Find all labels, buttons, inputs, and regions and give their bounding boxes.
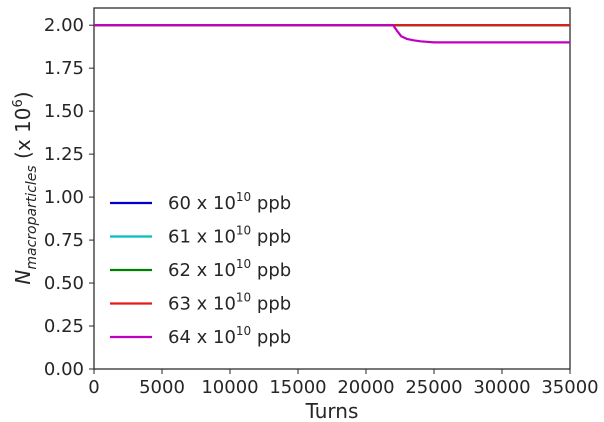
y-tick-label: 0.75 [44,230,84,251]
legend-label-2: 62 x 1010 ppb [168,257,291,281]
plot-area [93,7,571,370]
y-axis: 0.00 0.25 0.50 0.75 1.00 1.25 1.50 1.75 2.00 [44,15,94,380]
series-lines [94,24,570,44]
x-tick-label: 0 [88,377,99,398]
y-tick-label: 1.25 [44,144,84,165]
y-tick-label: 0.25 [44,316,84,337]
y-tick-label: 2.00 [44,15,84,36]
legend-label-4: 64 x 1010 ppb [168,324,291,348]
x-tick-label: 10000 [201,377,258,398]
x-tick-label: 25000 [405,377,462,398]
x-axis-label: Turns [305,399,359,422]
y-tick-label: 0.00 [44,359,84,380]
y-tick-label: 0.50 [44,273,84,294]
x-tick-label: 35000 [541,377,598,398]
y-tick-label: 1.50 [44,101,84,122]
legend: 60 x 1010 ppb 61 x 1010 ppb 62 x 1010 ppb 6… [110,190,291,348]
x-tick-label: 20000 [337,377,394,398]
x-tick-label: 5000 [139,377,185,398]
y-axis-label: Nmacroparticles (x 106) [11,91,40,284]
series-line-4 [94,24,570,44]
legend-label-1: 61 x 1010 ppb [168,224,291,248]
x-axis: 0 5000 10000 15000 20000 25000 30000 35000 [88,369,599,398]
y-tick-label: 1.75 [44,58,84,79]
x-tick-label: 30000 [473,377,530,398]
x-tick-label: 15000 [269,377,326,398]
legend-label-0: 60 x 1010 ppb [168,190,291,214]
legend-label-3: 63 x 1010 ppb [168,291,291,315]
y-tick-label: 1.00 [44,187,84,208]
